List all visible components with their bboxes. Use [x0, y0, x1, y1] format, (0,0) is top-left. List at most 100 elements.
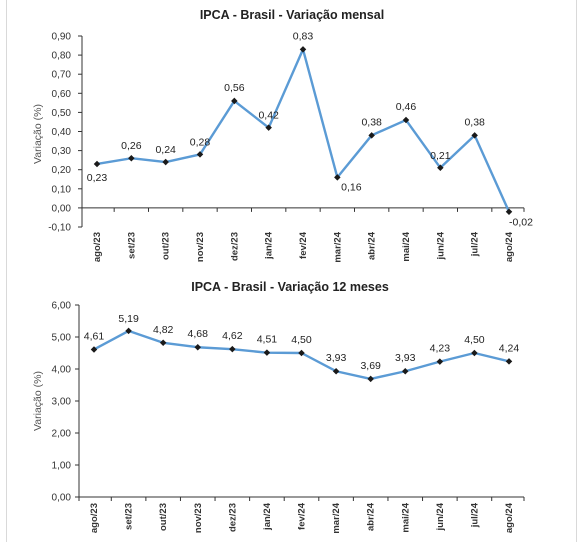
data-label: 3,69	[360, 360, 381, 372]
data-point	[436, 358, 444, 365]
y-tick-label: 0,30	[52, 146, 72, 157]
x-tick-label: abr/24	[366, 502, 377, 531]
frame-border-left	[6, 0, 7, 542]
y-tick-label: 0,00	[52, 493, 72, 504]
data-point	[367, 375, 374, 383]
data-point	[265, 124, 272, 131]
data-point	[368, 132, 375, 139]
x-tick-label: mai/24	[401, 231, 412, 261]
data-label: 3,93	[395, 352, 416, 364]
y-axis-label: Variação (%)	[32, 371, 44, 431]
x-tick-label: jul/24	[470, 231, 481, 257]
y-tick-label: 0,20	[52, 165, 72, 176]
x-tick-label: jun/24	[435, 502, 446, 531]
data-label: 0,38	[464, 116, 485, 128]
series-line	[96, 48, 511, 213]
data-point	[93, 160, 101, 168]
data-point	[471, 349, 478, 357]
data-label: 4,62	[222, 330, 243, 342]
data-label: 4,61	[84, 330, 105, 342]
data-label: 0,23	[87, 172, 108, 184]
y-tick-label: 6,00	[52, 301, 72, 312]
data-label: 0,38	[361, 116, 382, 128]
x-tick-label: ago/23	[92, 232, 103, 262]
y-tick-label: 0,40	[52, 127, 72, 138]
frame-border-right	[576, 0, 577, 542]
data-point	[229, 345, 236, 353]
data-label: 0,83	[293, 30, 314, 42]
y-tick-label: 1,00	[52, 461, 72, 472]
chart-title: IPCA - Brasil - Variação 12 meses	[191, 280, 389, 294]
y-tick-label: 0,50	[52, 108, 72, 119]
data-label: 0,24	[155, 144, 176, 156]
y-tick-label: 0,80	[52, 51, 72, 62]
data-label: 0,21	[430, 150, 451, 162]
monthly-variation-chart: IPCA - Brasil - Variação mensal Variação…	[32, 8, 533, 263]
y-axis-label: Variação (%)	[32, 104, 44, 164]
x-tick-label: ago/24	[504, 502, 515, 533]
x-tick-label: mar/24	[332, 231, 343, 262]
y-tick-label: 3,00	[52, 397, 72, 408]
data-label: 4,23	[430, 343, 451, 355]
data-label: 0,28	[190, 136, 211, 148]
data-point	[231, 97, 238, 105]
x-tick-label: dez/23	[229, 232, 240, 261]
x-tick-label: set/23	[124, 503, 135, 530]
data-label: 0,56	[224, 82, 245, 94]
y-tick-label: 0,90	[52, 32, 72, 43]
data-point	[471, 132, 478, 139]
data-point	[159, 339, 167, 347]
x-tick-label: out/23	[161, 232, 172, 260]
x-tick-label: ago/23	[89, 503, 100, 533]
x-tick-label: set/23	[126, 232, 137, 259]
chart-title: IPCA - Brasil - Variação mensal	[200, 8, 384, 22]
x-tick-label: ago/24	[504, 231, 515, 262]
data-label: 3,93	[326, 352, 347, 364]
x-tick-label: out/23	[158, 503, 169, 531]
x-tick-label: mai/24	[400, 502, 411, 532]
data-point	[194, 343, 202, 351]
twelve-month-variation-chart: IPCA - Brasil - Variação 12 meses Variaç…	[32, 280, 525, 534]
data-point	[437, 164, 444, 172]
data-point	[505, 208, 513, 215]
x-tick-label: fev/24	[297, 502, 308, 530]
data-label: 5,19	[118, 313, 139, 325]
y-tick-label: -0,10	[48, 223, 71, 234]
data-point	[263, 349, 271, 356]
data-point	[298, 349, 305, 357]
data-label: 4,50	[291, 334, 312, 346]
data-label: -0,02	[509, 217, 533, 229]
x-tick-label: mar/24	[331, 502, 342, 533]
y-tick-label: 0,10	[52, 184, 72, 195]
y-tick-label: 4,00	[52, 365, 72, 376]
x-tick-label: abr/24	[367, 231, 378, 260]
data-label: 4,50	[464, 334, 485, 346]
data-label: 4,51	[257, 334, 278, 346]
x-tick-label: nov/23	[193, 503, 204, 533]
y-tick-label: 0,00	[52, 203, 72, 214]
y-tick-label: 0,70	[52, 70, 72, 81]
x-tick-label: jun/24	[435, 231, 446, 260]
y-tick-label: 0,60	[52, 89, 72, 100]
data-label: 0,42	[258, 110, 279, 122]
x-tick-label: dez/23	[227, 503, 238, 532]
x-tick-label: jul/24	[469, 502, 480, 528]
data-point	[505, 358, 513, 365]
y-tick-label: 2,00	[52, 429, 72, 440]
data-label: 0,16	[341, 181, 362, 193]
data-label: 4,24	[499, 342, 520, 354]
data-point	[128, 154, 135, 162]
x-tick-label: jan/24	[262, 502, 273, 531]
x-tick-label: jan/24	[264, 231, 275, 260]
data-label: 0,26	[121, 140, 142, 152]
data-label: 0,46	[396, 101, 417, 113]
data-label: 4,82	[153, 324, 174, 336]
data-point	[334, 174, 341, 181]
data-point	[162, 158, 169, 166]
data-point	[401, 367, 409, 375]
data-label: 4,68	[188, 328, 209, 340]
x-tick-label: fev/24	[298, 231, 309, 259]
y-tick-label: 5,00	[52, 333, 72, 344]
data-point	[196, 151, 204, 158]
x-tick-label: nov/23	[195, 232, 206, 262]
